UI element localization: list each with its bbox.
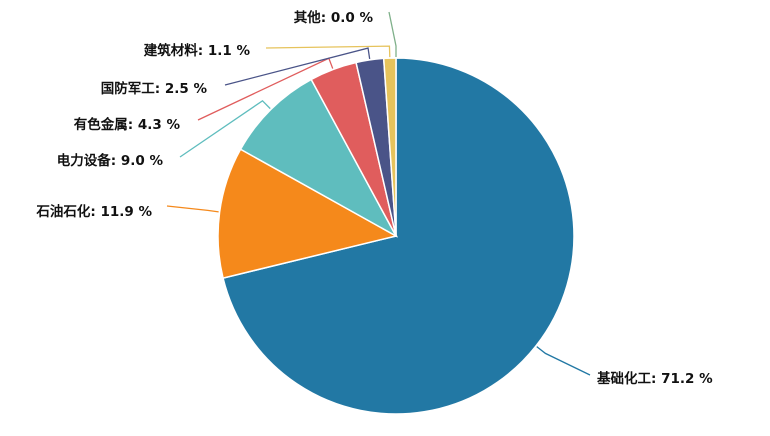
slice-label: 建筑材料: 1.1 % [143,42,251,59]
leader-line [536,346,591,376]
slice-label: 石油石化: 11.9 % [35,203,152,220]
leader-line [179,99,271,158]
slice-label: 其他: 0.0 % [294,9,374,26]
slice-label: 电力设备: 9.0 % [57,152,164,169]
pie-slice[interactable] [222,57,575,415]
slice-label: 国防军工: 2.5 % [101,80,208,97]
leader-line [388,11,397,57]
slice-label: 有色金属: 4.3 % [74,116,181,133]
slice-label: 基础化工: 71.2 % [597,370,713,387]
pie-slice[interactable] [217,148,399,280]
leader-line [224,47,371,86]
pie-slice[interactable] [382,57,397,237]
pie-slice[interactable] [239,78,398,238]
leader-line [265,45,391,58]
leader-line [166,205,219,213]
